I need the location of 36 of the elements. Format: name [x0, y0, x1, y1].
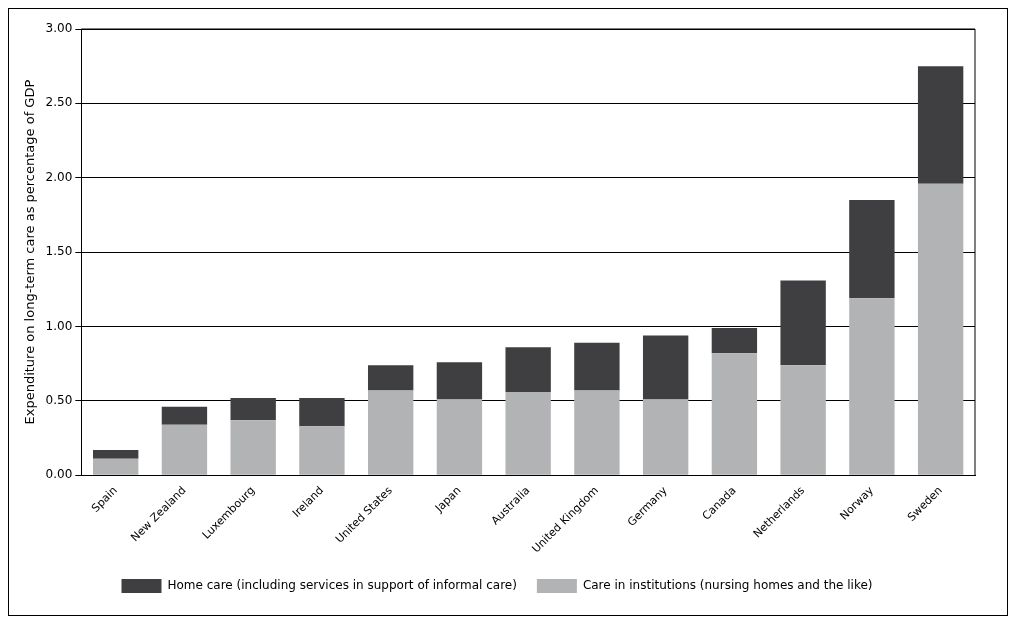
- bar: [161, 424, 208, 475]
- bar: [780, 280, 826, 366]
- bar: [711, 327, 758, 354]
- legend-label: Home care (including services in support of informal care): [167, 578, 517, 593]
- bar: [93, 449, 139, 459]
- bar: [711, 353, 758, 475]
- bar: [299, 426, 345, 475]
- bar: [93, 458, 139, 475]
- bar: [574, 342, 620, 391]
- y-tick-label: 2.50: [45, 95, 73, 110]
- bar: [161, 406, 208, 425]
- bar: [299, 397, 345, 427]
- bar: [642, 399, 689, 475]
- bar: [505, 347, 551, 392]
- bar: [367, 365, 414, 391]
- y-tick-label: 0.50: [45, 392, 73, 407]
- y-tick-label: 1.00: [45, 318, 73, 333]
- bar: [642, 335, 689, 400]
- bar: [849, 200, 895, 299]
- bar: [230, 420, 276, 475]
- bar: [574, 390, 620, 475]
- y-tick-label: 3.00: [45, 21, 73, 36]
- bar: [505, 391, 551, 475]
- y-axis-title: Expenditure on long-term care as percentage of GDP: [22, 79, 38, 425]
- bar: [436, 399, 483, 475]
- bar: [849, 298, 895, 475]
- y-tick-label: 0.00: [45, 467, 73, 482]
- legend-label: Care in institutions (nursing homes and the like): [582, 578, 873, 593]
- y-tick-label: 1.50: [45, 244, 73, 259]
- bar: [780, 365, 826, 475]
- bar: [436, 362, 483, 400]
- bar: [230, 397, 276, 421]
- bar: [917, 66, 964, 184]
- y-tick-label: 2.00: [45, 169, 73, 184]
- bar: [367, 390, 414, 475]
- bar: [917, 183, 964, 475]
